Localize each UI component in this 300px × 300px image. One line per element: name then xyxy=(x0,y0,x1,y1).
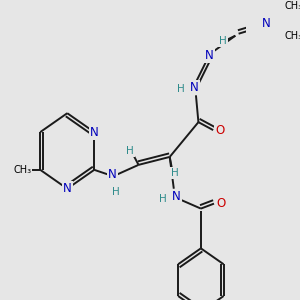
Text: H: H xyxy=(177,84,184,94)
Text: H: H xyxy=(112,187,119,197)
Text: CH₃: CH₃ xyxy=(284,31,300,41)
Text: N: N xyxy=(190,81,199,94)
Text: N: N xyxy=(63,182,72,195)
Text: H: H xyxy=(127,146,134,156)
Text: N: N xyxy=(172,190,181,203)
Text: H: H xyxy=(219,36,227,46)
Text: N: N xyxy=(205,49,213,62)
Text: H: H xyxy=(159,194,167,204)
Text: O: O xyxy=(217,197,226,210)
Text: CH₃: CH₃ xyxy=(13,165,31,175)
Text: H: H xyxy=(171,168,178,178)
Text: N: N xyxy=(262,17,271,30)
Text: N: N xyxy=(108,168,117,181)
Text: N: N xyxy=(90,126,99,139)
Text: O: O xyxy=(215,124,224,136)
Text: CH₃: CH₃ xyxy=(284,1,300,11)
